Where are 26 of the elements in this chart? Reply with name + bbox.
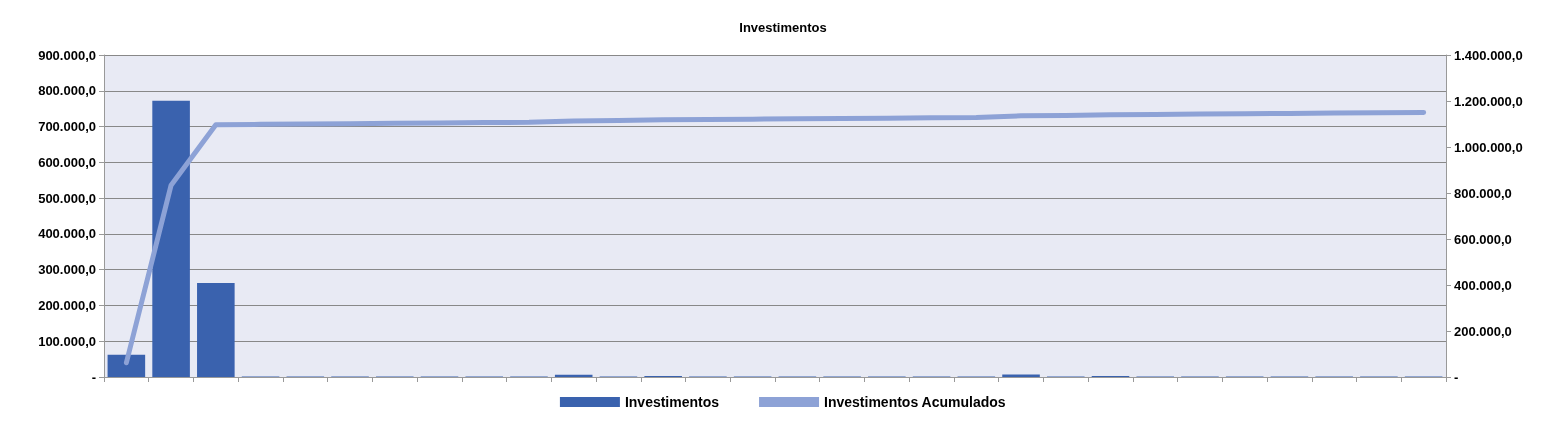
y-tick-label: 300.000,0	[38, 262, 96, 278]
y2-tick-label: 1.000.000,0	[1454, 139, 1523, 155]
y-tick-label: 600.000,0	[38, 154, 96, 170]
bar	[197, 282, 235, 377]
y2-tick-label: 1.200.000,0	[1454, 93, 1523, 109]
bar	[107, 354, 146, 377]
y2-tick-label: 400.000,0	[1454, 277, 1512, 293]
y-tick-label: 800.000,0	[38, 83, 96, 99]
y-tick-label: 400.000,0	[38, 226, 96, 242]
bar	[1002, 374, 1040, 377]
bar	[152, 100, 190, 377]
y2-tick-label: -	[1454, 369, 1459, 385]
y-tick-label: 100.000,0	[38, 333, 96, 349]
chart-title: Investimentos	[739, 20, 827, 35]
y-tick-label: -	[91, 369, 96, 385]
y-tick-label: 200.000,0	[38, 297, 96, 313]
y-tick-label: 500.000,0	[38, 190, 96, 206]
y2-tick-label: 800.000,0	[1454, 185, 1512, 201]
y2-tick-label: 1.400.000,0	[1454, 47, 1523, 63]
bar	[554, 374, 593, 377]
y-tick-label: 900.000,0	[38, 47, 96, 63]
legend-label: Investimentos	[624, 394, 720, 410]
y2-tick-label: 200.000,0	[1454, 323, 1512, 339]
y2-tick-label: 600.000,0	[1454, 231, 1512, 247]
legend-label: Investimentos Acumulados	[824, 394, 1006, 410]
y-tick-label: 700.000,0	[38, 119, 96, 135]
